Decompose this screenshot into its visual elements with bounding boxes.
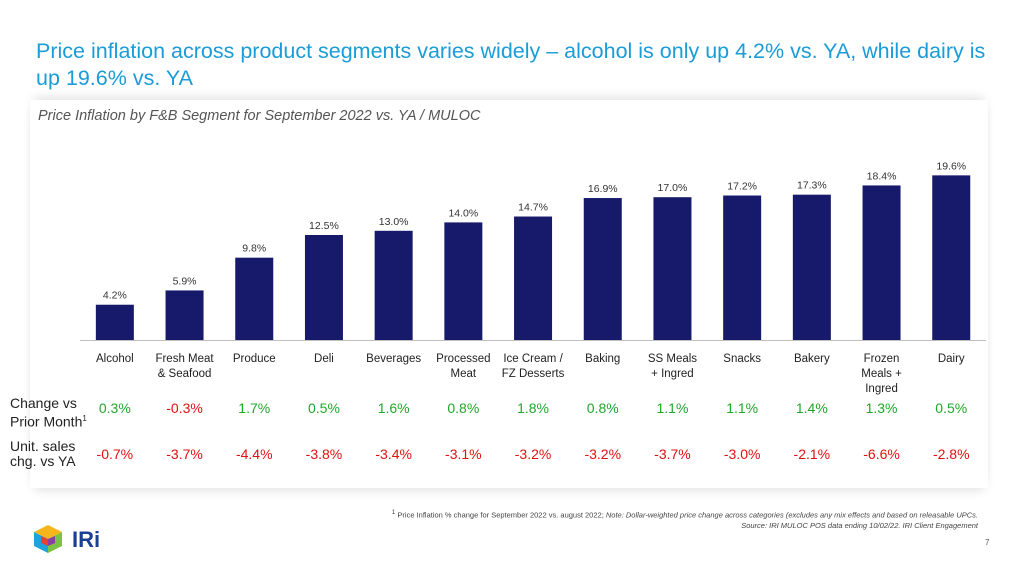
- unit-sales-chg-value: -3.7%: [654, 446, 691, 462]
- category-label: Deli: [314, 353, 334, 365]
- chart-subtitle: Price Inflation by F&B Segment for Septe…: [38, 108, 481, 124]
- category-label: Processed Meat: [436, 353, 490, 380]
- category-label: Fresh Meat & Seafood: [155, 353, 214, 380]
- change-vs-prior-month-value: -0.3%: [166, 400, 203, 416]
- bar-value-label: 18.4%: [867, 170, 897, 182]
- unit-sales-chg-value: -3.7%: [166, 446, 203, 462]
- bar: [374, 230, 413, 340]
- category-label: Bakery: [794, 353, 830, 365]
- bar-value-label: 9.8%: [242, 243, 266, 255]
- bar: [583, 198, 622, 340]
- bar: [932, 175, 971, 340]
- page-number: 7: [985, 538, 990, 547]
- category-label: Produce: [233, 353, 276, 365]
- category-label: Frozen Meals + Ingred: [861, 353, 902, 395]
- unit-sales-chg-value: -6.6%: [863, 446, 900, 462]
- change-vs-prior-month-value: 0.8%: [447, 400, 479, 416]
- footnote: 1 Price Inflation % change for September…: [218, 508, 978, 531]
- iri-logo-icon: [34, 525, 62, 553]
- bar-value-label: 16.9%: [588, 183, 618, 195]
- unit-sales-chg-value: -3.4%: [375, 446, 412, 462]
- bar: [862, 185, 901, 340]
- change-vs-prior-month-value: 1.1%: [656, 400, 688, 416]
- bar-value-label: 17.0%: [658, 182, 688, 194]
- bar: [653, 197, 692, 340]
- category-label: Alcohol: [96, 353, 134, 365]
- bar: [723, 195, 762, 340]
- change-vs-prior-month-value: 0.8%: [587, 400, 619, 416]
- unit-sales-chg-value: -2.1%: [794, 446, 831, 462]
- metric-label-line: Prior Month1: [10, 413, 87, 430]
- change-vs-prior-month-value: 0.5%: [308, 400, 340, 416]
- logo-text: IRi: [72, 527, 101, 552]
- bar-value-label: 19.6%: [936, 160, 966, 172]
- category-label: Baking: [585, 353, 620, 365]
- bar-value-label: 17.3%: [797, 180, 827, 192]
- unit-sales-chg-value: -3.1%: [445, 446, 482, 462]
- change-vs-prior-month-value: 1.3%: [866, 400, 898, 416]
- bar-value-label: 14.7%: [518, 202, 548, 214]
- category-label: Dairy: [938, 353, 965, 365]
- change-vs-prior-month-value: 1.1%: [726, 400, 758, 416]
- unit-sales-chg-value: -2.8%: [933, 446, 970, 462]
- bar: [304, 235, 343, 340]
- unit-sales-chg-value: -3.0%: [724, 446, 761, 462]
- bar: [235, 257, 274, 340]
- change-vs-prior-month-value: 1.4%: [796, 400, 828, 416]
- bar-value-label: 17.2%: [727, 181, 757, 193]
- bar: [95, 304, 134, 340]
- metric-label-change-vs-prior-month: Change vs Prior Month1: [10, 396, 87, 430]
- unit-sales-chg-value: -0.7%: [97, 446, 134, 462]
- change-vs-prior-month-value: 0.5%: [935, 400, 967, 416]
- slide-headline: Price inflation across product segments …: [36, 39, 986, 90]
- category-label: Snacks: [723, 353, 761, 365]
- bar-value-label: 12.5%: [309, 220, 339, 232]
- bar-value-label: 14.0%: [448, 207, 478, 219]
- bar: [444, 222, 483, 340]
- change-vs-prior-month-value: 1.8%: [517, 400, 549, 416]
- metric-label-line: Change vs: [10, 395, 77, 411]
- metric-label-line: chg. vs YA: [10, 453, 76, 469]
- metric-label-line: Unit. sales: [10, 438, 76, 454]
- change-vs-prior-month-value: 0.3%: [99, 400, 131, 416]
- bar-value-label: 13.0%: [379, 216, 409, 228]
- category-label: SS Meals + Ingred: [648, 353, 697, 380]
- footnote-mark: 1: [82, 414, 87, 423]
- category-label: Ice Cream / FZ Desserts: [502, 353, 565, 380]
- metric-label-unit-sales-chg: Unit. sales chg. vs YA: [10, 439, 76, 469]
- bar: [792, 194, 831, 340]
- change-vs-prior-month-value: 1.7%: [238, 400, 270, 416]
- bar-value-label: 4.2%: [103, 290, 127, 302]
- bar: [514, 216, 553, 340]
- unit-sales-chg-value: -3.2%: [515, 446, 552, 462]
- footnote-line-2: Source: IRI MULOC POS data ending 10/02/…: [741, 520, 978, 530]
- bar-value-label: 5.9%: [173, 275, 197, 287]
- bar: [165, 290, 204, 340]
- unit-sales-chg-value: -3.2%: [584, 446, 621, 462]
- footnote-line-1: 1 Price Inflation % change for September…: [391, 509, 978, 520]
- unit-sales-chg-value: -3.8%: [306, 446, 343, 462]
- category-label: Beverages: [366, 353, 421, 365]
- unit-sales-chg-value: -4.4%: [236, 446, 273, 462]
- change-vs-prior-month-value: 1.6%: [378, 400, 410, 416]
